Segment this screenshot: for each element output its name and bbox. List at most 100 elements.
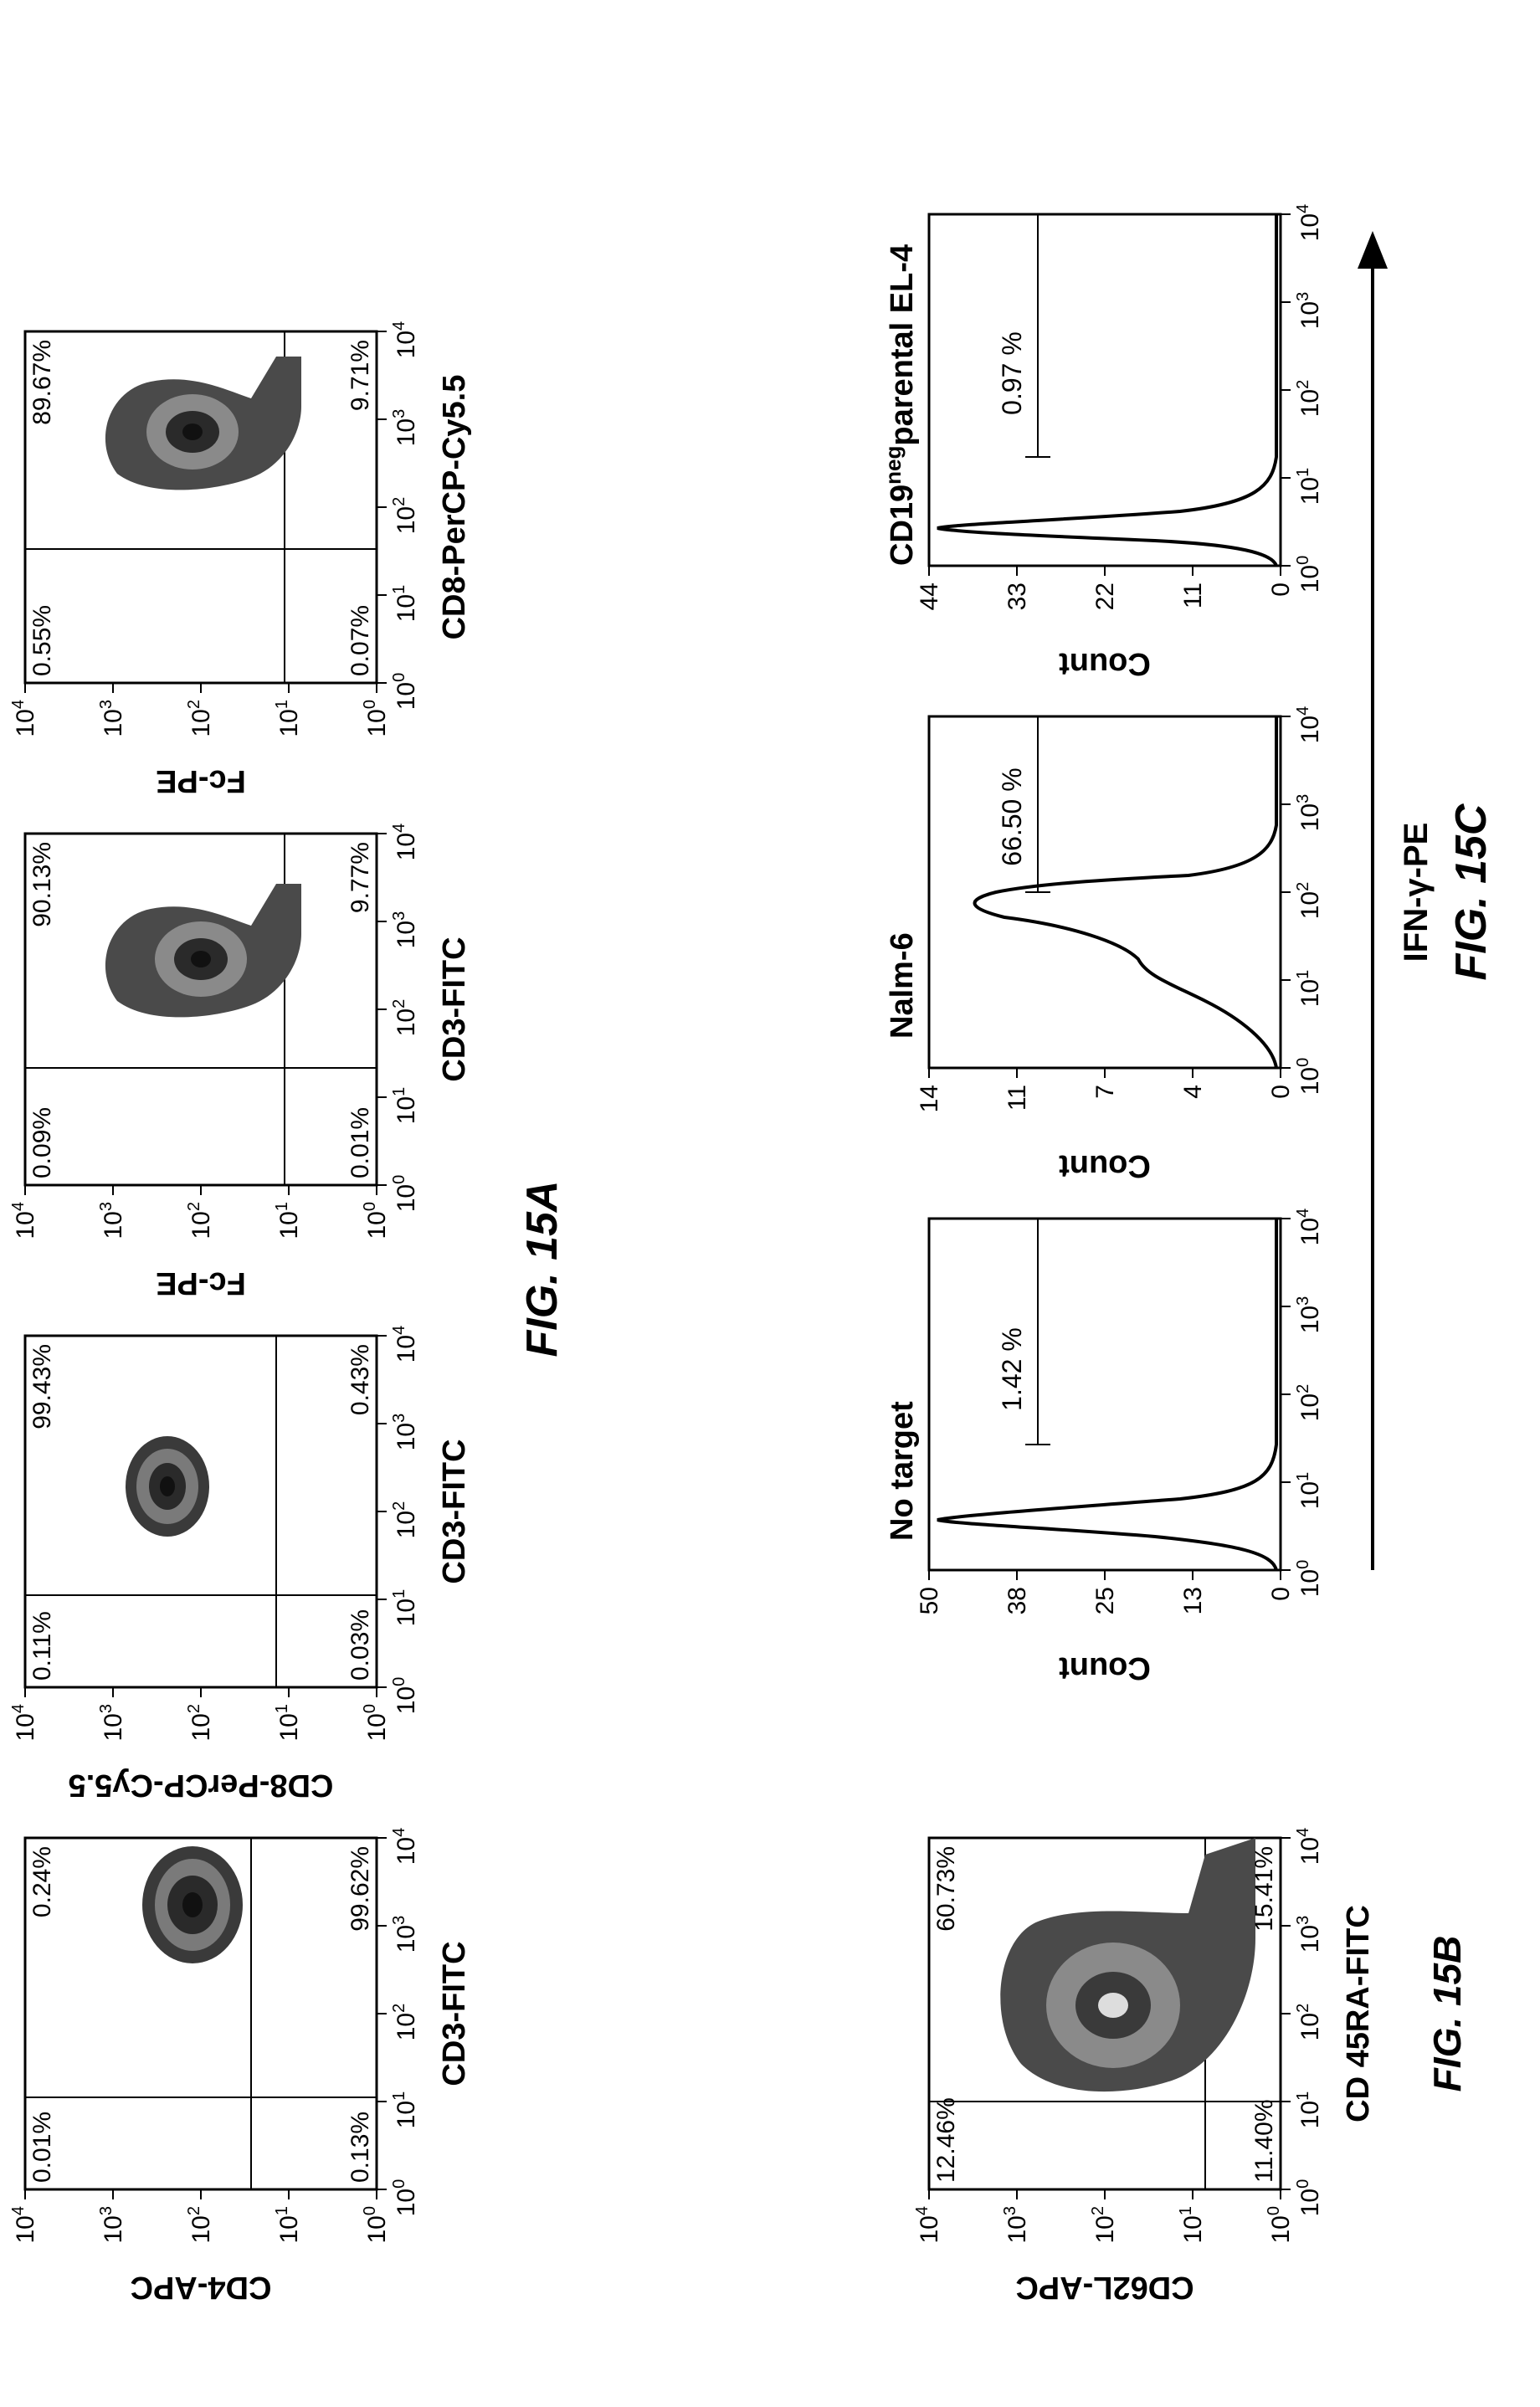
x-axis-ticks: 100 101 102 103 104: [377, 1828, 420, 2216]
x-tick-label: 104: [1294, 706, 1324, 744]
x-tick-label: 103: [390, 1414, 420, 1451]
quadrant-ur: 99.43%: [28, 1344, 56, 1429]
x-tick-label: 103: [390, 1916, 420, 1953]
x-tick-label: 104: [390, 321, 420, 359]
quadrant-ur: 89.67%: [28, 340, 56, 425]
fig-15a: 0.01% 0.24% 0.13% 99.62% 100 101 102 103 104…: [9, 321, 567, 2305]
x-tick-label: 103: [1294, 292, 1324, 330]
x-axis-label: CD3-FITC: [437, 1941, 472, 2086]
x-tick-label: 102: [1294, 380, 1324, 418]
x-tick-label: 102: [1294, 1384, 1324, 1422]
cell-population-contour: [1000, 1838, 1255, 2092]
dot-plot-cd8-vs-cd3: 0.11% 99.43% 0.03% 0.43% 100 101 102 103 104…: [9, 1326, 472, 1803]
arrow-head-icon: [1358, 231, 1388, 269]
y-tick-label: 11: [1179, 583, 1207, 608]
x-tick-label: 102: [390, 497, 420, 535]
x-tick-label: 101: [1294, 2091, 1324, 2129]
gate-percent: 1.42 %: [997, 1327, 1027, 1411]
quadrant-lr: 9.71%: [346, 340, 374, 411]
y-tick-label: 7: [1091, 1085, 1119, 1099]
y-axis-ticks: 100 101 102 103 104: [9, 2189, 391, 2244]
x-tick-label: 102: [1294, 2004, 1324, 2041]
x-tick-label: 104: [390, 1828, 420, 1866]
x-tick-label: 103: [390, 911, 420, 949]
y-tick-label: 38: [1004, 1587, 1031, 1614]
histogram-title: No target: [885, 1401, 920, 1541]
x-tick-label: 100: [390, 1677, 420, 1715]
dot-plot-fc-vs-cd8: 0.55% 89.67% 0.07% 9.71% 100 101 102 103 104…: [9, 321, 472, 798]
x-tick-label: 100: [1294, 1560, 1324, 1598]
fig-15c: No target 1.42 % 100 101 102 103 104 50 38 25 1…: [880, 204, 1496, 1686]
x-tick-label: 104: [1294, 1209, 1324, 1246]
y-tick-label: 101: [273, 1704, 303, 1742]
y-tick-label: 103: [97, 1704, 127, 1742]
x-tick-label: 102: [390, 2004, 420, 2041]
x-tick-label: 103: [1294, 1296, 1324, 1334]
x-tick-label: 103: [1294, 794, 1324, 832]
y-tick-label: 101: [273, 1202, 303, 1239]
cell-population-contour: [105, 884, 301, 1018]
y-tick-label: 100: [361, 700, 391, 737]
y-tick-label: 104: [9, 2206, 39, 2244]
histogram-cd19neg-el4: CD19negparental EL-4 0.97 % 100 101 102 103…: [880, 204, 1324, 681]
histogram-no-target: No target 1.42 % 100 101 102 103 104 50 38 25 1…: [885, 1209, 1324, 1686]
fig-15b: 12.46% 60.73% 11.40% 15.41% 100 101 102 103…: [913, 1828, 1469, 2305]
y-axis-ticks: 50 38 25 13 0: [916, 1570, 1295, 1614]
x-tick-label: 100: [390, 1175, 420, 1213]
quadrant-lr: 9.77%: [346, 842, 374, 913]
x-tick-label: 104: [390, 1326, 420, 1363]
x-tick-label: 100: [390, 673, 420, 711]
y-axis-ticks: 14 11 7 4 0: [916, 1068, 1295, 1112]
x-axis-label: CD8-PerCP-Cy5.5: [437, 375, 472, 640]
y-tick-label: 100: [361, 1202, 391, 1239]
y-tick-label: 104: [9, 1202, 39, 1239]
x-tick-label: 100: [1294, 1058, 1324, 1096]
rotated-figure: 0.01% 0.24% 0.13% 99.62% 100 101 102 103 104…: [9, 204, 1496, 2305]
cell-population-contour: [105, 357, 301, 490]
x-tick-label: 101: [1294, 468, 1324, 506]
y-tick-label: 44: [916, 583, 943, 610]
histogram-nalm6: Nalm-6 66.50 % 100 101 102 103 104 14 11 7 4 0 C…: [885, 706, 1324, 1183]
quadrant-ll: 0.01%: [346, 1107, 374, 1178]
x-tick-label: 104: [1294, 1828, 1324, 1866]
gate-percent: 66.50 %: [997, 767, 1027, 865]
y-tick-label: 4: [1179, 1085, 1207, 1099]
quadrant-ll: 0.13%: [346, 2112, 374, 2183]
x-axis-ticks: 100 101 102 103 104: [1281, 1209, 1324, 1598]
quadrant-ll: 11.40%: [1250, 2099, 1278, 2183]
quadrant-ul: 0.09%: [28, 1107, 56, 1178]
x-tick-label: 101: [390, 585, 420, 623]
y-tick-label: 100: [361, 1704, 391, 1742]
y-axis-label: Fc-PE: [156, 1265, 246, 1301]
histogram-title: Nalm-6: [885, 932, 920, 1039]
quadrant-ur: 90.13%: [28, 842, 56, 927]
y-tick-label: 103: [97, 700, 127, 737]
y-tick-label: 102: [1089, 2206, 1119, 2244]
x-tick-label: 100: [1294, 2179, 1324, 2217]
y-axis-label: Count: [1059, 646, 1151, 681]
plot-frame: [927, 213, 1282, 567]
plot-frame: [927, 1217, 1282, 1572]
y-axis-label: Fc-PE: [156, 763, 246, 798]
y-tick-label: 102: [185, 2206, 215, 2244]
x-axis-ticks: 100 101 102 103 104: [377, 824, 420, 1213]
x-tick-label: 102: [1294, 882, 1324, 920]
y-tick-label: 100: [361, 2206, 391, 2244]
y-tick-label: 101: [273, 2206, 303, 2244]
y-tick-label: 102: [185, 700, 215, 737]
y-tick-label: 104: [9, 1704, 39, 1742]
x-tick-label: 100: [1294, 556, 1324, 593]
y-axis-label: Count: [1059, 1650, 1151, 1686]
quadrant-ul: 0.01%: [28, 2112, 56, 2183]
y-axis-label: CD62L-APC: [1015, 2270, 1194, 2305]
y-tick-label: 102: [185, 1704, 215, 1742]
y-tick-label: 14: [916, 1085, 943, 1112]
y-axis-label: CD8-PerCP-Cy5.5: [69, 1768, 334, 1803]
y-tick-label: 103: [97, 2206, 127, 2244]
x-tick-label: 101: [1294, 1472, 1324, 1510]
x-tick-label: 104: [390, 824, 420, 861]
histogram-title: CD19negparental EL-4: [880, 244, 920, 566]
figure-label-15b: FIG. 15B: [1425, 1936, 1469, 2092]
histogram-curve: [937, 214, 1278, 567]
